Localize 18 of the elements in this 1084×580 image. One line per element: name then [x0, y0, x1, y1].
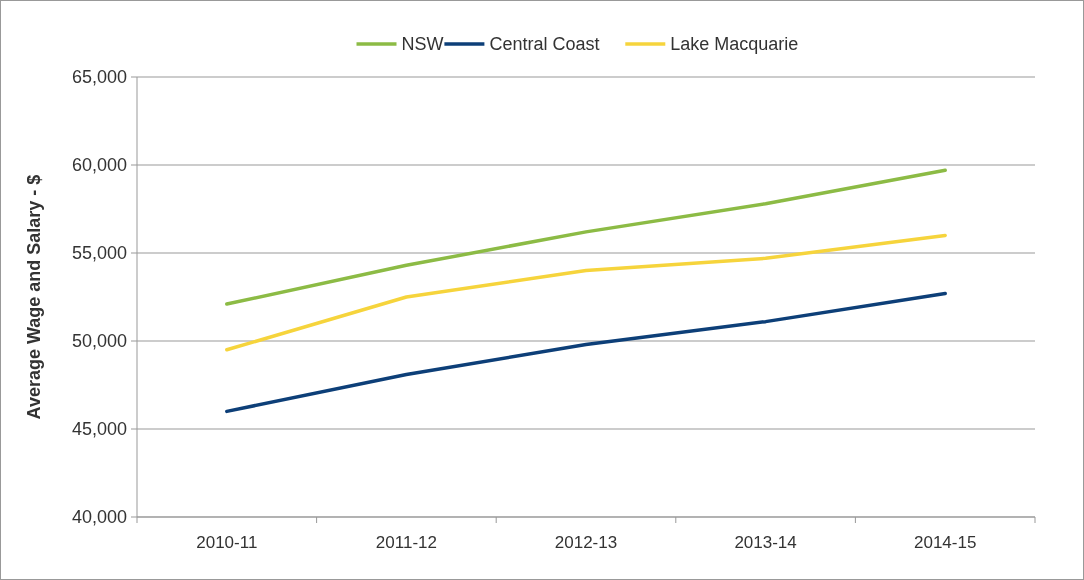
y-tick-label: 65,000: [71, 67, 127, 88]
y-tick-label: 60,000: [71, 155, 127, 176]
x-tick-label: 2014-15: [914, 533, 977, 552]
y-tick-label: 55,000: [71, 243, 127, 264]
y-tick-label: 45,000: [71, 419, 127, 440]
y-axis-title: Average Wage and Salary - $: [24, 174, 44, 420]
x-tick-label: 2010-11: [196, 533, 258, 552]
legend-label: Central Coast: [489, 34, 600, 55]
y-tick-label: 40,000: [71, 507, 127, 528]
x-tick-label: 2011-12: [375, 533, 437, 552]
line-series: [225, 291, 947, 414]
x-tick-label: 2013-14: [734, 533, 797, 552]
line-series: [225, 168, 947, 306]
y-tick-label: 50,000: [71, 331, 127, 352]
x-tick-label: 2012-13: [554, 533, 618, 552]
legend-label: NSW: [401, 34, 444, 55]
line-series: [225, 233, 947, 352]
legend-label: Lake Macquarie: [670, 34, 799, 55]
